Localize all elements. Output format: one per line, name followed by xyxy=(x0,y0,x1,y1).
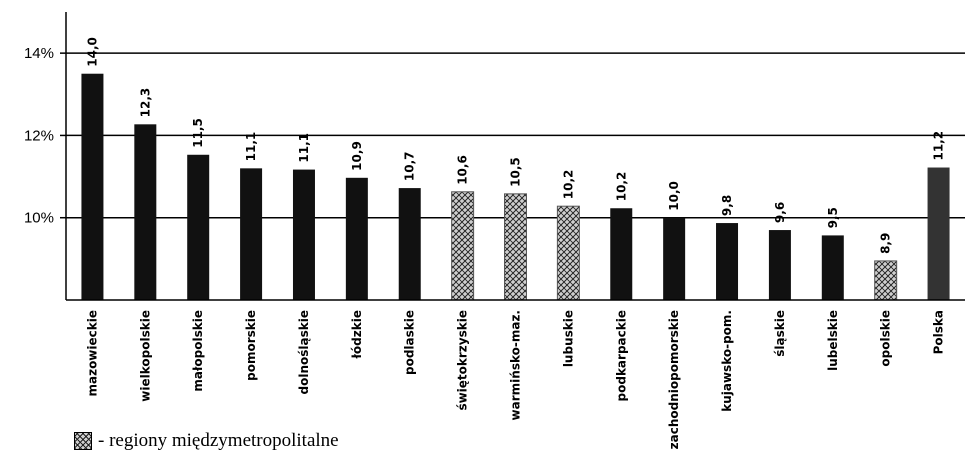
data-labels: 14,0 12,3 11,5 11,1 11,1 10,9 10,7 10,6 10,5 10,2… xyxy=(85,37,945,254)
bar xyxy=(240,168,263,300)
category-label: lubelskie xyxy=(826,310,840,371)
category-label: mazowieckie xyxy=(85,310,99,397)
bar-value-label: 9,5 xyxy=(826,207,840,228)
category-label: wielkopolskie xyxy=(138,310,152,402)
bar xyxy=(451,191,475,301)
category-label: opolskie xyxy=(879,310,893,367)
legend: - regiony międzymetropolitalne xyxy=(74,430,339,452)
category-label: pomorskie xyxy=(244,310,258,381)
category-label: warmińsko-maz. xyxy=(509,310,523,420)
bar xyxy=(345,177,368,300)
bar xyxy=(556,205,580,301)
bar-value-label: 9,8 xyxy=(720,195,734,216)
category-label: Polska xyxy=(932,310,946,354)
bar xyxy=(874,260,898,301)
bar-value-label: 11,1 xyxy=(244,132,258,162)
bar xyxy=(81,73,104,300)
bar-value-label: 10,7 xyxy=(403,151,417,181)
bar-value-label: 12,3 xyxy=(138,88,152,118)
bar xyxy=(134,124,157,300)
y-ticks: 10% 12% 14% xyxy=(24,45,66,227)
bar xyxy=(927,167,950,300)
bar xyxy=(504,193,527,301)
bar xyxy=(610,208,633,300)
bar-value-label: 11,5 xyxy=(191,118,205,148)
legend-text: - regiony międzymetropolitalne xyxy=(98,430,339,451)
bar-value-label: 9,6 xyxy=(773,202,787,223)
category-label: małopolskie xyxy=(191,310,205,392)
bar-value-label: 10,0 xyxy=(667,181,681,211)
bar-value-label: 10,6 xyxy=(456,155,470,185)
bar-value-label: 10,5 xyxy=(509,157,523,187)
category-label: kujawsko-pom. xyxy=(720,310,734,412)
y-tick-label: 12% xyxy=(24,127,54,144)
bar xyxy=(716,223,739,300)
y-tick-label: 10% xyxy=(24,210,54,227)
bar-value-label: 10,2 xyxy=(561,170,575,200)
category-label: śląskie xyxy=(773,310,787,357)
bar-value-label: 10,9 xyxy=(350,141,364,171)
category-label: podkarpackie xyxy=(614,310,628,401)
category-label: świętokrzyskie xyxy=(456,310,470,411)
category-labels: mazowieckie wielkopolskie małopolskie pomor… xyxy=(85,310,945,449)
bar-value-label: 11,2 xyxy=(932,131,946,161)
bar-value-label: 10,2 xyxy=(614,172,628,202)
bars xyxy=(81,73,950,301)
category-label: dolnośląskie xyxy=(297,310,311,394)
y-tick-label: 14% xyxy=(24,45,54,62)
category-label: zachodniopomorskie xyxy=(667,310,681,449)
category-label: lubuskie xyxy=(561,310,575,367)
category-label: podlaskie xyxy=(403,310,417,375)
bar-value-label: 11,1 xyxy=(297,133,311,163)
bar xyxy=(768,230,791,300)
bar xyxy=(821,235,844,300)
bar xyxy=(398,188,421,300)
bar xyxy=(292,169,315,300)
legend-hatch-swatch xyxy=(74,432,92,450)
category-label: łódzkie xyxy=(350,310,364,360)
bar-value-label: 14,0 xyxy=(85,37,99,67)
bar xyxy=(187,154,210,300)
bar xyxy=(663,217,686,300)
bar-value-label: 8,9 xyxy=(879,233,893,254)
